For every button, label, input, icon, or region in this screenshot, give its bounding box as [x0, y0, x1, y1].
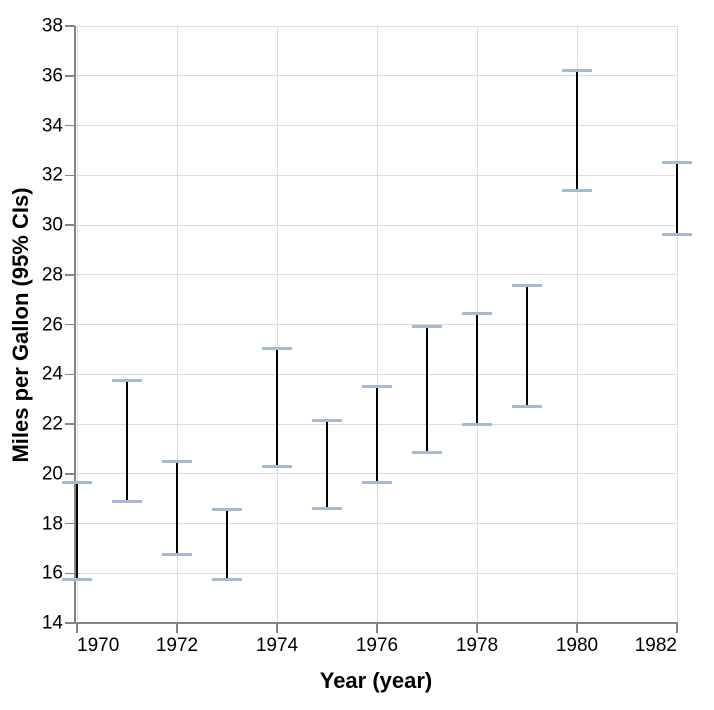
error-bar-rule [525, 285, 529, 407]
y-tick [65, 473, 75, 475]
x-tick-label: 1972 [155, 635, 199, 656]
x-tick-label: 1974 [255, 635, 299, 656]
y-tick-label: 30 [41, 214, 63, 236]
error-bar-cap-bottom [362, 480, 392, 484]
y-tick [65, 75, 75, 77]
y-tick [65, 522, 75, 525]
x-tick-label: 1980 [555, 635, 599, 656]
error-bar-cap-bottom [462, 422, 492, 426]
y-tick [65, 224, 75, 226]
x-tick-label: 1970 [77, 635, 120, 656]
error-bar-rule [325, 420, 329, 509]
x-gridline [376, 26, 378, 623]
error-bar-rule [75, 482, 79, 580]
error-bar-cap-top [312, 418, 342, 422]
error-bar-cap-bottom [212, 577, 242, 581]
error-bar-rule [375, 386, 379, 483]
x-tick [176, 623, 178, 633]
y-gridline [75, 274, 677, 276]
y-gridline [75, 373, 677, 375]
y-tick-label: 18 [41, 513, 63, 534]
y-gridline [75, 523, 677, 524]
y-gridline [75, 125, 677, 126]
y-gridline [75, 224, 677, 226]
error-bar-cap-bottom [262, 464, 292, 468]
x-tick [476, 623, 478, 633]
y-axis-title: Miles per Gallon (95% CIs) [8, 187, 33, 463]
y-axis-spine [74, 26, 76, 623]
error-bar-cap-bottom [562, 188, 592, 192]
x-tick [376, 623, 378, 633]
error-bar-cap-bottom [112, 499, 142, 503]
error-bar-cap-top [562, 69, 592, 73]
y-tick [65, 174, 75, 176]
x-tick-label: 1978 [455, 635, 499, 656]
x-tick [276, 623, 278, 633]
y-tick-label: 20 [41, 463, 63, 485]
x-gridline [676, 26, 678, 623]
error-bar-rule [425, 326, 429, 453]
y-tick [65, 572, 75, 574]
error-bar-cap-bottom [162, 553, 192, 557]
x-tick-label: 1982 [634, 635, 677, 656]
error-bar-cap-bottom [512, 405, 542, 409]
x-tick [676, 623, 678, 633]
y-tick-label: 24 [41, 363, 63, 385]
error-bar-rule [125, 380, 129, 502]
y-tick-label: 32 [41, 164, 63, 186]
y-tick [65, 323, 75, 326]
error-bar-cap-top [412, 325, 442, 329]
error-bar-rule [275, 348, 279, 467]
x-axis-spine [74, 622, 678, 624]
x-tick [576, 623, 578, 633]
y-gridline [75, 572, 677, 574]
error-bar-cap-top [262, 346, 292, 350]
y-tick [65, 622, 75, 624]
error-bar-rule [575, 70, 579, 191]
y-tick [65, 124, 75, 127]
x-gridline [276, 26, 278, 623]
y-tick-label: 28 [41, 264, 63, 286]
y-tick-label: 34 [41, 115, 63, 136]
error-bar-cap-top [112, 378, 142, 382]
error-bar-cap-top [62, 480, 92, 484]
y-tick [65, 423, 75, 425]
y-tick-label: 36 [41, 65, 63, 87]
error-bar-cap-top [662, 161, 692, 165]
error-bar-cap-bottom [312, 507, 342, 511]
y-tick-label: 22 [41, 413, 63, 435]
error-bar-cap-top [462, 311, 492, 315]
y-tick-label: 26 [41, 314, 63, 335]
y-gridline [75, 324, 677, 325]
error-bar-rule [175, 461, 179, 555]
y-tick [65, 25, 75, 27]
error-bar-cap-top [362, 385, 392, 389]
error-bar-rule [475, 313, 479, 424]
y-gridline [75, 75, 677, 77]
x-gridline [176, 26, 178, 623]
error-bar-rule [675, 162, 679, 235]
error-bar-cap-top [212, 508, 242, 512]
error-bar-cap-bottom [412, 451, 442, 455]
y-tick-label: 14 [41, 612, 63, 634]
y-tick-label: 38 [41, 15, 63, 37]
error-bar-cap-bottom [62, 577, 92, 581]
x-gridline [76, 26, 78, 623]
x-gridline [576, 26, 578, 623]
y-tick [65, 274, 75, 276]
error-bar-cap-bottom [662, 233, 692, 237]
y-gridline [75, 174, 677, 176]
error-bar-cap-top [512, 284, 542, 288]
error-bar-cap-top [162, 459, 192, 463]
x-axis-title: Year (year) [319, 668, 433, 693]
y-tick [65, 373, 75, 375]
y-gridline [75, 25, 677, 27]
x-tick-label: 1976 [355, 635, 399, 656]
y-tick-label: 16 [41, 562, 63, 584]
error-bar-rule [225, 509, 229, 580]
x-tick [76, 623, 78, 633]
